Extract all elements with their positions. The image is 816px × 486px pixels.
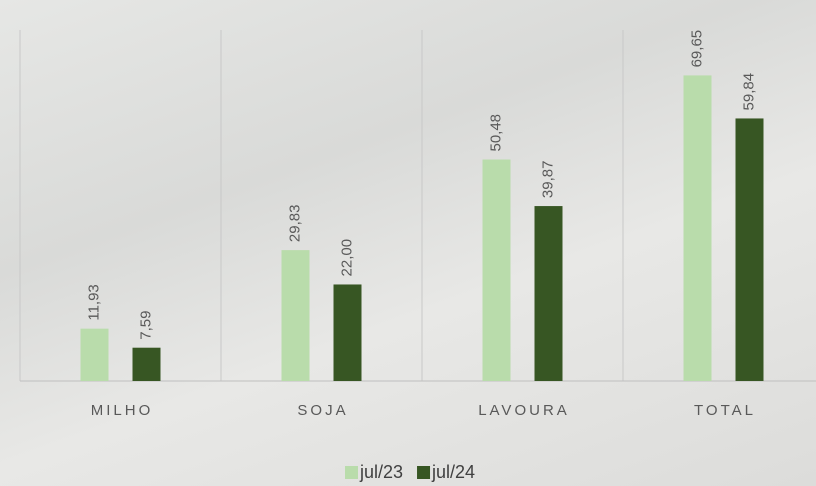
x-tick-label: LAVOURA xyxy=(478,402,570,419)
x-tick-label: SOJA xyxy=(297,402,348,419)
x-tick-label: MILHO xyxy=(91,402,154,419)
legend-swatch xyxy=(345,466,358,479)
legend-label: jul/23 xyxy=(359,462,403,482)
bar xyxy=(684,75,712,381)
bar xyxy=(282,250,310,381)
value-label: 39,87 xyxy=(539,161,556,199)
value-label: 29,83 xyxy=(286,205,303,243)
legend-label: jul/24 xyxy=(431,462,475,482)
value-label: 69,65 xyxy=(688,30,705,68)
value-label: 22,00 xyxy=(338,239,355,277)
bar xyxy=(535,206,563,381)
chart-area: MILHO 11,93 7,59 SOJA 29,83 22,00 LAVOURA 50,48… xyxy=(0,0,816,486)
value-label: 59,84 xyxy=(740,73,757,111)
chart: MILHO 11,93 7,59 SOJA 29,83 22,00 LAVOURA 50,48… xyxy=(0,0,816,486)
bar xyxy=(133,348,161,381)
bar xyxy=(334,284,362,381)
value-label: 7,59 xyxy=(137,310,154,339)
legend-swatch xyxy=(417,466,430,479)
bar xyxy=(81,329,109,381)
bar xyxy=(736,118,764,381)
value-label: 50,48 xyxy=(487,114,504,152)
bar xyxy=(483,160,511,381)
value-label: 11,93 xyxy=(85,284,102,320)
x-tick-label: TOTAL xyxy=(694,402,756,419)
